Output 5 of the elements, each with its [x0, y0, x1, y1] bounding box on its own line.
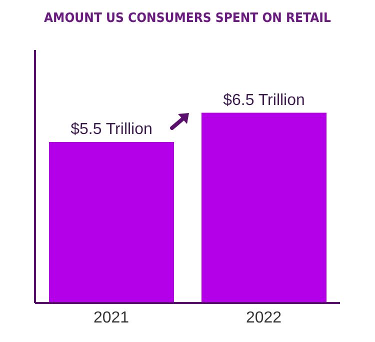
data-label: $6.5 Trillion — [223, 92, 305, 109]
x-tick-label: 2021 — [93, 309, 130, 326]
x-tick-label: 2022 — [246, 309, 282, 326]
data-label: $5.5 Trillion — [70, 121, 152, 138]
chart-title: AMOUNT US CONSUMERS SPENT ON RETAIL — [43, 11, 332, 26]
